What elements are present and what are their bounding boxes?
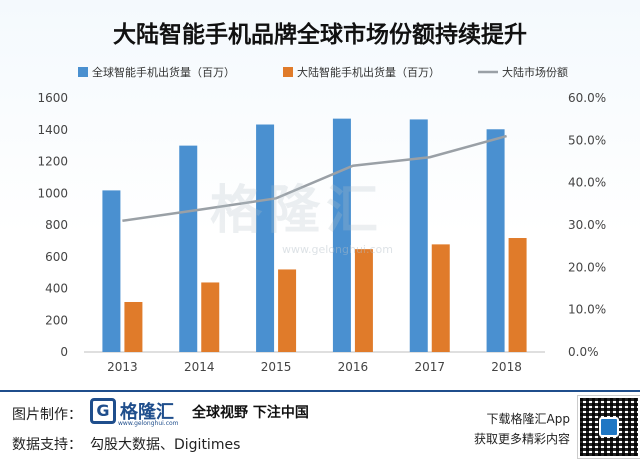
bar-global [102, 190, 120, 352]
bar-mainland [278, 269, 296, 352]
y-tick-label: 800 [45, 218, 68, 232]
x-tick-label: 2015 [261, 360, 292, 374]
y-tick-label: 1200 [37, 155, 68, 169]
y2-tick-label: 50.0% [568, 133, 606, 147]
y-tick-label: 200 [45, 313, 68, 327]
y-tick-label: 1000 [37, 186, 68, 200]
app-promo-text: 获取更多精彩内容 [474, 430, 570, 447]
legend-swatch [283, 67, 293, 77]
bar-global [179, 146, 197, 352]
watermark: 格隆汇 [210, 168, 384, 243]
bar-global [410, 119, 428, 352]
bar-mainland [201, 282, 219, 352]
made-by-label: 图片制作： [12, 404, 82, 424]
y-tick-label: 1600 [37, 91, 68, 105]
data-source-label: 数据支持： [12, 434, 82, 454]
logo-url: www.gelonghui.com [118, 420, 179, 427]
y-tick-label: 400 [45, 282, 68, 296]
x-tick-label: 2014 [184, 360, 215, 374]
y2-tick-label: 20.0% [568, 260, 606, 274]
y2-tick-label: 30.0% [568, 218, 606, 232]
y2-tick-label: 0.0% [568, 345, 599, 359]
x-tick-label: 2013 [107, 360, 138, 374]
legend-label: 大陆智能手机出货量（百万） [297, 65, 440, 79]
data-source: 勾股大数据、Digitimes [90, 434, 240, 454]
y-tick-label: 0 [60, 345, 68, 359]
slogan: 全球视野 下注中国 [192, 402, 309, 422]
bar-mainland [355, 249, 373, 352]
chart-panel: 大陆智能手机品牌全球市场份额持续提升 全球智能手机出货量（百万） 大陆智能手机出货… [0, 0, 640, 390]
x-tick-label: 2016 [338, 360, 369, 374]
bar-mainland [124, 302, 142, 352]
legend-swatch [78, 67, 88, 77]
footer: 图片制作： G 格隆汇 www.gelonghui.com 全球视野 下注中国 … [0, 390, 640, 463]
logo: G 格隆汇 www.gelonghui.com [90, 398, 176, 426]
legend-label: 全球智能手机出货量（百万） [92, 65, 235, 79]
y2-tick-label: 40.0% [568, 176, 606, 190]
bar-mainland [509, 238, 527, 352]
y2-tick-label: 60.0% [568, 91, 606, 105]
y-tick-label: 1400 [37, 123, 68, 137]
bar-mainland [432, 244, 450, 352]
logo-mark: G [90, 398, 116, 424]
y2-tick-label: 10.0% [568, 303, 606, 317]
app-download-text: 下载格隆汇App [487, 410, 570, 427]
legend: 全球智能手机出货量（百万） 大陆智能手机出货量（百万） 大陆市场份额 [78, 65, 568, 79]
y-tick-label: 600 [45, 250, 68, 264]
qr-logo-icon [599, 417, 619, 437]
watermark-url: www.gelonghui.com [282, 243, 393, 256]
bar-global [487, 129, 505, 352]
x-tick-label: 2018 [491, 360, 522, 374]
legend-label: 大陆市场份额 [502, 65, 568, 79]
x-tick-label: 2017 [414, 360, 445, 374]
chart-title: 大陆智能手机品牌全球市场份额持续提升 [113, 21, 527, 48]
